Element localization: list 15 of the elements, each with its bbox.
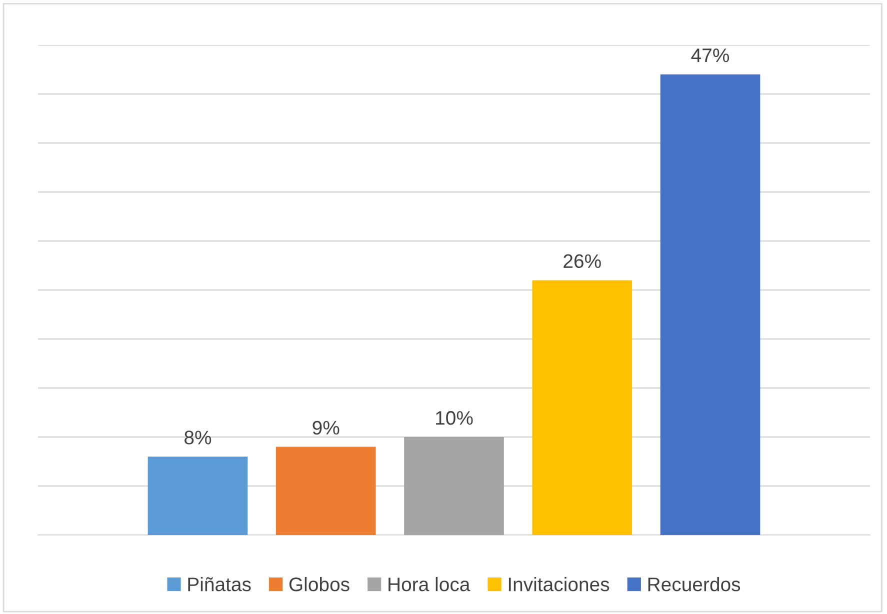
bar [148, 456, 248, 535]
legend-label: Hora loca [388, 577, 470, 592]
data-label: 26% [564, 254, 601, 268]
legend-label: Globos [289, 577, 350, 592]
legend-label: Recuerdos [648, 577, 740, 592]
data-label: 9% [312, 420, 340, 435]
legend-label: Invitaciones [508, 577, 610, 592]
bar [404, 437, 504, 535]
bar [532, 280, 632, 535]
legend-label: Piñatas [188, 577, 251, 592]
data-label: 47% [691, 48, 730, 62]
bar [660, 74, 760, 535]
data-label: 10% [436, 411, 473, 425]
bar [276, 446, 376, 535]
data-label: 8% [184, 430, 212, 444]
